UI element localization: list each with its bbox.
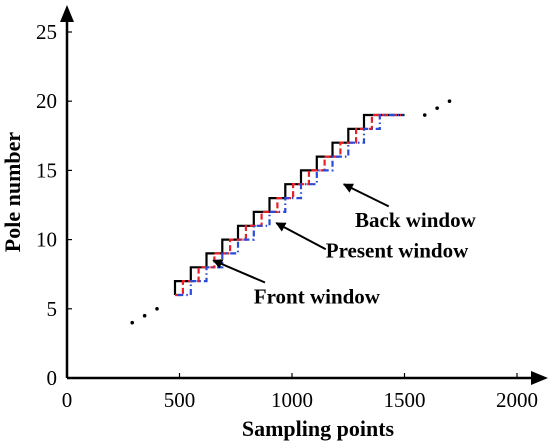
annotations-group: Back window Present window Front window <box>212 183 477 308</box>
y-axis-title: Pole number <box>0 132 25 253</box>
annotation-arrow <box>275 222 327 251</box>
annotation-label: Front window <box>254 284 381 308</box>
annotation-label: Back window <box>355 208 477 232</box>
x-tick-label: 1500 <box>384 388 426 412</box>
dot-marker <box>130 320 135 325</box>
series-group <box>173 113 405 297</box>
series-line-dashed <box>175 113 402 297</box>
y-axis-arrowhead <box>60 5 74 22</box>
dot-marker <box>435 106 439 110</box>
series-line-dashdot <box>177 113 404 297</box>
axes <box>60 5 548 385</box>
annotation-arrow <box>212 259 266 284</box>
x-tick-label: 1000 <box>271 388 313 412</box>
dot-marker <box>447 99 452 103</box>
dots-group <box>130 99 452 325</box>
x-axis-title: Sampling points <box>242 416 395 441</box>
x-tick-label: 0 <box>62 388 73 412</box>
annotation-label: Present window <box>326 239 469 263</box>
y-tick-label: 15 <box>36 158 57 182</box>
tick-marks: 0 500 1000 1500 2000 0 5 10 15 20 25 <box>36 20 538 412</box>
y-tick-label: 0 <box>47 366 58 390</box>
dot-marker <box>155 307 159 311</box>
dot-marker <box>142 313 147 318</box>
y-tick-label: 20 <box>36 89 57 113</box>
dot-marker <box>422 113 427 117</box>
y-tick-label: 10 <box>36 228 57 252</box>
x-axis-arrowhead <box>531 371 548 385</box>
y-tick-label: 5 <box>47 297 58 321</box>
x-tick-label: 2000 <box>496 388 538 412</box>
x-tick-label: 500 <box>164 388 196 412</box>
y-tick-label: 25 <box>36 20 57 44</box>
annotation-arrow <box>342 183 390 208</box>
